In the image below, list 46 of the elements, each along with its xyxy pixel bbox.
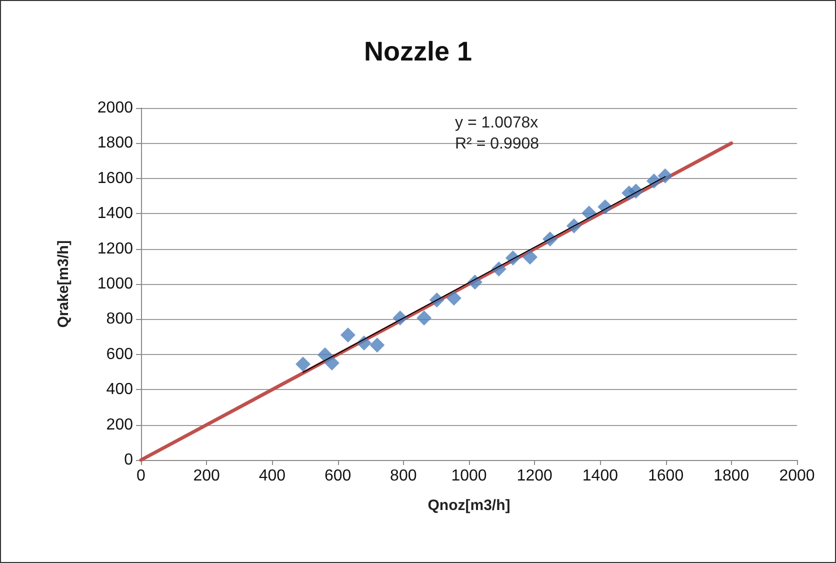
x-tick-label: 2000	[779, 468, 815, 484]
point	[324, 356, 340, 371]
y-tick-label: 1800	[97, 134, 134, 152]
y-tick-label: 1600	[97, 170, 134, 187]
x-tick-label: 1800	[714, 468, 750, 484]
point	[356, 335, 372, 350]
point	[598, 199, 613, 214]
point	[566, 218, 582, 234]
x-tick-label: 800	[390, 468, 417, 484]
annotation: y = 1.0078x	[455, 114, 538, 132]
point	[446, 290, 462, 306]
y-tick-label: 1400	[97, 205, 134, 222]
x-tick-label: 1600	[648, 468, 684, 484]
point	[340, 328, 356, 343]
y-tick-label: 1200	[97, 240, 134, 258]
point	[296, 356, 311, 372]
point	[416, 310, 432, 326]
chart-title: Nozzle 1	[364, 36, 472, 66]
point	[646, 174, 662, 189]
y-tick-label: 800	[106, 310, 134, 328]
x-tick-label: 200	[193, 468, 220, 484]
annotation: R² = 0.9908	[455, 136, 540, 152]
y-tick-label: 600	[106, 346, 134, 363]
point	[542, 231, 558, 246]
point	[658, 168, 673, 184]
y-tick-label: 200	[106, 416, 134, 434]
y-tick-label: 0	[124, 452, 134, 468]
y-tick-label: 2000	[97, 100, 134, 116]
point	[628, 184, 644, 199]
x-axis-title: Qnoz[m3/h]	[428, 497, 510, 514]
point	[318, 347, 333, 362]
x-tick-label: 1000	[451, 468, 487, 484]
x-tick-label: 400	[258, 468, 286, 484]
x-tick-label: 1400	[582, 468, 618, 484]
y-tick-label: 400	[106, 381, 134, 398]
y-axis-title: Qrake[m3/h]	[55, 240, 72, 328]
y-tick-label: 1000	[97, 276, 134, 292]
point	[370, 338, 385, 353]
point	[429, 292, 444, 308]
x-tick-label: 1200	[516, 468, 552, 484]
point	[467, 274, 482, 290]
x-tick-label: 600	[324, 468, 352, 484]
point	[582, 206, 597, 221]
x-tick-label: 0	[136, 468, 146, 484]
point	[392, 310, 408, 326]
point	[522, 250, 538, 265]
